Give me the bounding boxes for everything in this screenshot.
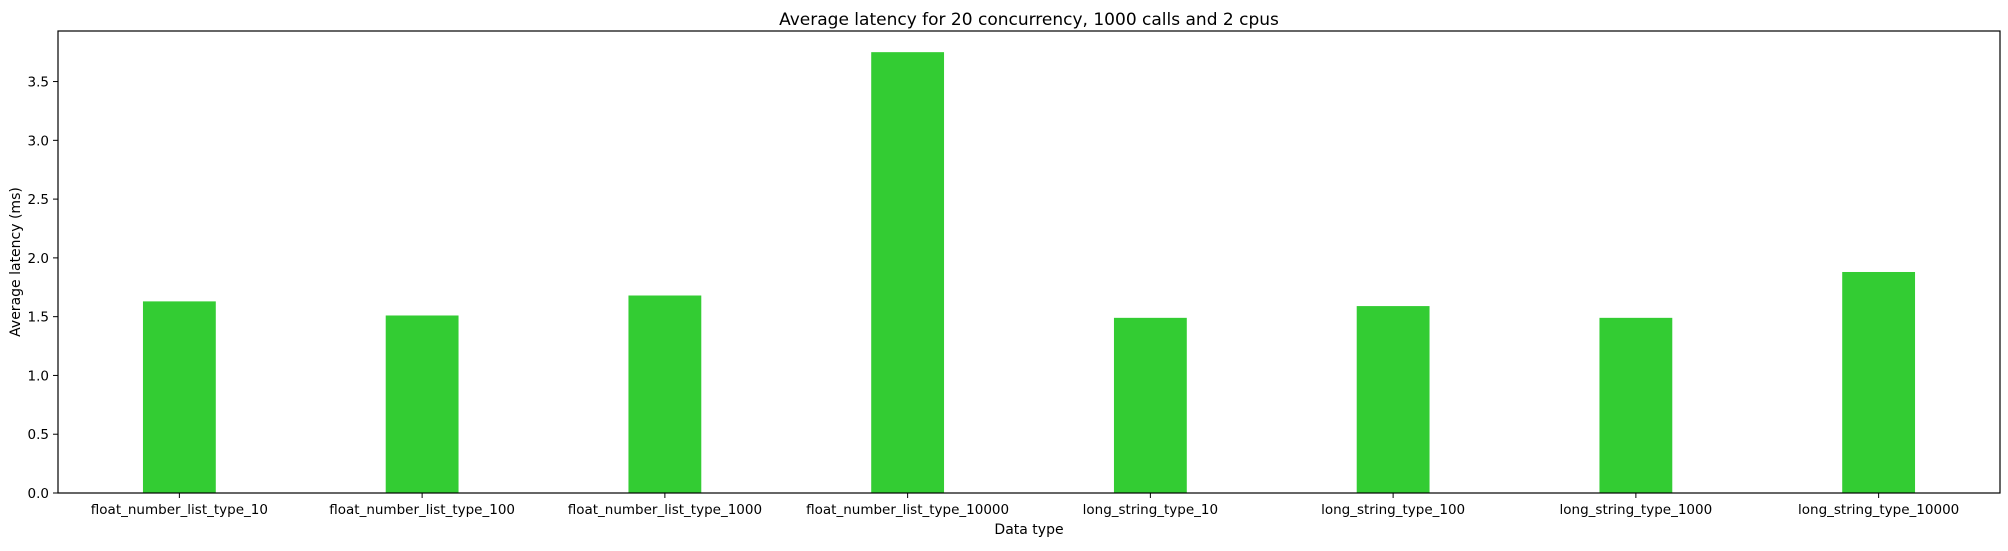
- y-tick-label: 3.0: [28, 133, 49, 149]
- x-tick-label: long_string_type_10000: [1798, 502, 1959, 518]
- bars: [142, 52, 1916, 493]
- y-tick-label: 0.0: [28, 486, 49, 502]
- bar-long-string-type-10000: [1842, 271, 1916, 493]
- y-axis-label: Average latency (ms): [8, 187, 24, 337]
- x-tick-label: float_number_list_type_100: [329, 502, 515, 518]
- y-tick-label: 3.5: [28, 75, 49, 91]
- bar-long-string-type-100: [1356, 306, 1430, 493]
- y-tick-label: 2.5: [28, 192, 49, 208]
- chart-title: Average latency for 20 concurrency, 1000…: [779, 10, 1279, 30]
- bar-float-number-list-type-10: [142, 301, 216, 493]
- x-tick-label: long_string_type_10: [1083, 502, 1218, 518]
- y-tick-label: 2.0: [28, 251, 49, 267]
- y-axis-ticks: 0.0 0.5 1.0 1.5 2.0 2.5 3.0 3.5: [28, 75, 58, 502]
- bar-float-number-list-type-10000: [871, 52, 945, 493]
- plot-area-frame: [57, 30, 2001, 494]
- bar-long-string-type-10: [1113, 317, 1187, 493]
- x-tick-label: long_string_type_100: [1321, 502, 1465, 518]
- bar-float-number-list-type-100: [385, 315, 459, 493]
- x-axis-label: Data type: [994, 522, 1063, 538]
- x-tick-label: long_string_type_1000: [1560, 502, 1713, 518]
- x-tick-label: float_number_list_type_10: [91, 502, 268, 518]
- x-tick-label: float_number_list_type_10000: [806, 502, 1009, 518]
- y-tick-label: 1.0: [28, 368, 49, 384]
- bar-long-string-type-1000: [1599, 317, 1673, 493]
- y-tick-label: 1.5: [28, 310, 49, 326]
- x-axis-ticks: float_number_list_type_10 float_number_li…: [91, 493, 1959, 518]
- y-tick-label: 0.5: [28, 427, 49, 443]
- x-tick-label: float_number_list_type_1000: [568, 502, 762, 518]
- bar-float-number-list-type-1000: [628, 295, 702, 493]
